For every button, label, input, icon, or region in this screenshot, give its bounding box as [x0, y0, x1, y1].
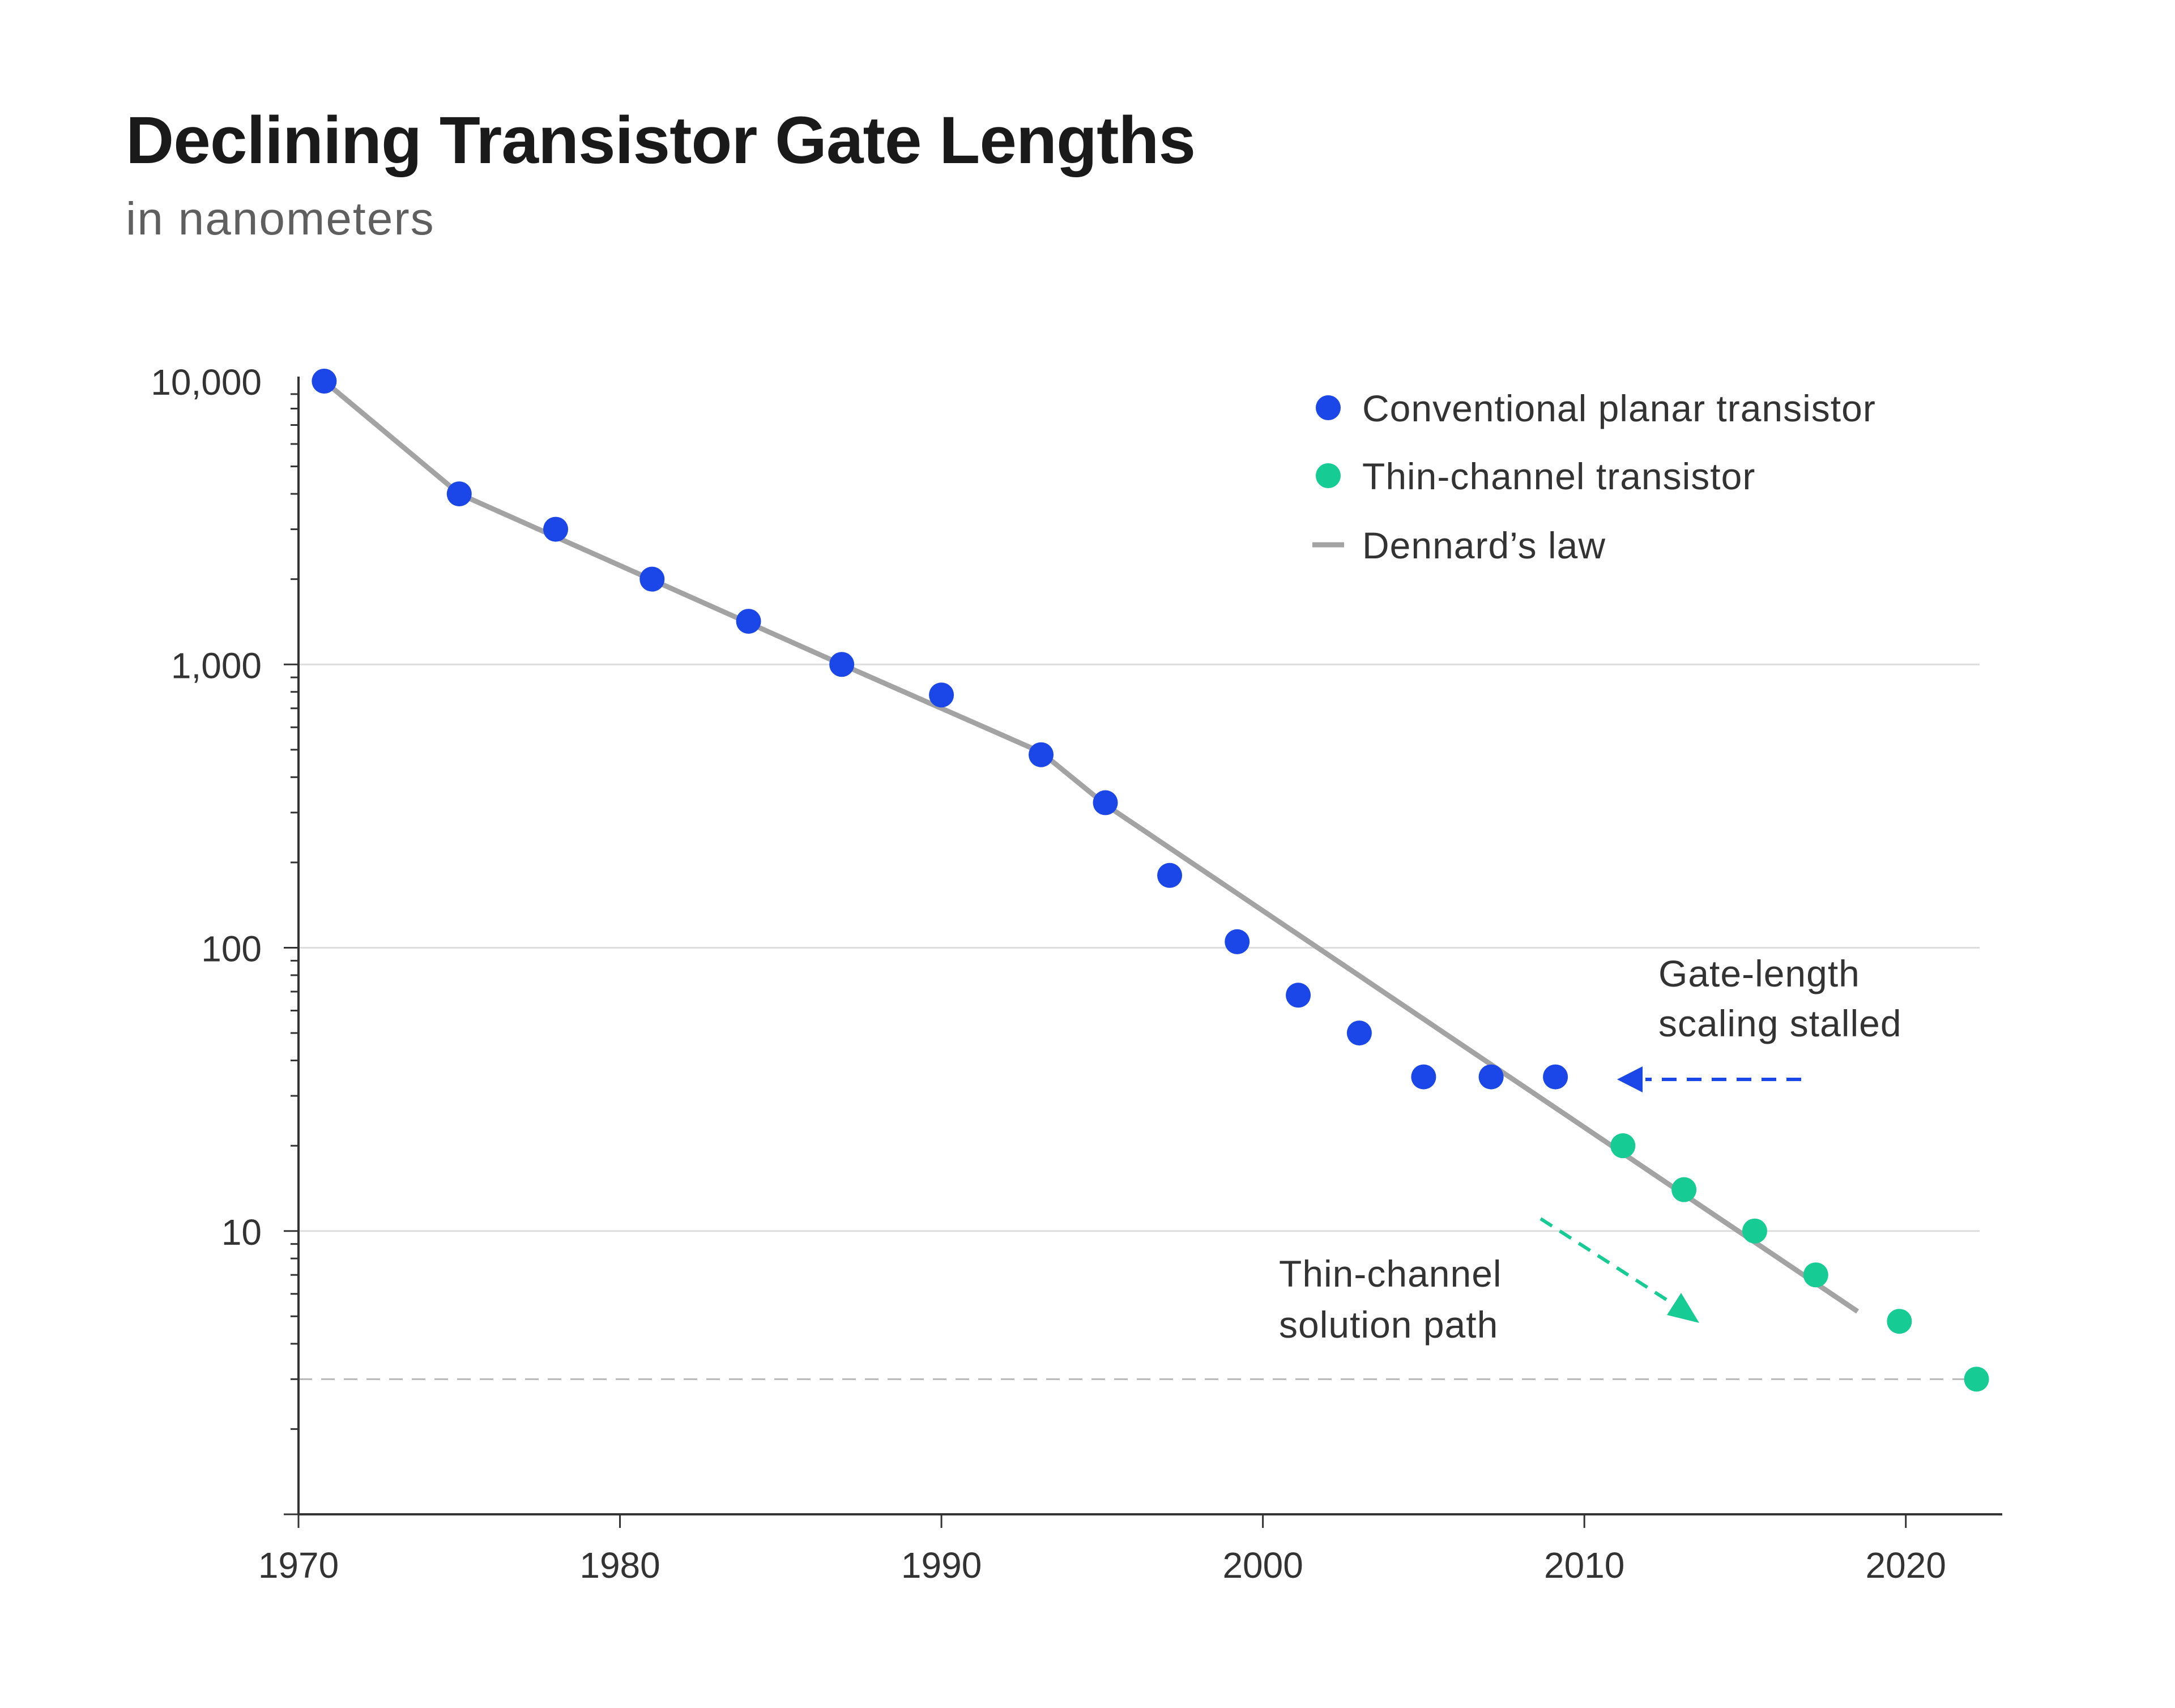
x-tick-label: 1970: [258, 1545, 339, 1586]
planar-transistor-point: [1225, 929, 1250, 954]
planar-transistor-point: [1411, 1064, 1436, 1090]
x-tick-label: 2020: [1866, 1545, 1946, 1586]
planar-transistor-point: [1029, 742, 1054, 767]
thin-channel-point: [1803, 1262, 1828, 1288]
y-tick-label: 10,000: [151, 362, 262, 403]
planar-transistor-point: [829, 652, 855, 677]
y-tick-label: 100: [201, 929, 262, 970]
thin-channel-point: [1964, 1367, 1989, 1392]
thin-channel-point: [1610, 1133, 1636, 1159]
planar-transistor-point: [312, 369, 337, 394]
thin-channel-point: [1671, 1177, 1697, 1202]
thin-channel-point: [1742, 1218, 1767, 1244]
planar-transistor-point: [1346, 1020, 1372, 1046]
planar-transistor-point: [639, 566, 665, 592]
x-tick-label: 1990: [901, 1545, 982, 1586]
annotation-stalled-line2: scaling stalled: [1658, 1002, 1902, 1044]
thin-channel-point: [1887, 1309, 1912, 1334]
annotations: Gate-length scaling stalled Thin-channel so…: [1279, 953, 1902, 1346]
dennard-law-line: [322, 379, 1860, 1314]
stalled-arrowhead: [1617, 1066, 1643, 1092]
annotation-thin-line2: solution path: [1279, 1304, 1498, 1346]
chart-subtitle: in nanometers: [126, 193, 435, 245]
thin-arrowhead: [1667, 1293, 1699, 1323]
planar-transistor-point: [929, 682, 954, 708]
gridlines: [298, 663, 1980, 1232]
planar-transistor-point: [1093, 790, 1118, 815]
legend-label-1: Thin-channel transistor: [1362, 455, 1755, 497]
y-tick-label: 10: [221, 1212, 262, 1253]
planar-transistor-point: [1157, 862, 1183, 888]
planar-transistor-point: [446, 481, 472, 507]
legend-label-0: Conventional planar transistor: [1362, 387, 1876, 429]
legend-marker-0: [1316, 395, 1341, 420]
legend: Conventional planar transistor Thin-chann…: [1312, 387, 1876, 566]
x-tick-label: 2010: [1544, 1545, 1624, 1586]
y-tick-label: 1,000: [171, 645, 262, 686]
planar-transistor-point: [1478, 1064, 1504, 1090]
planar-transistor-point: [736, 609, 761, 634]
legend-label-2: Dennard’s law: [1362, 524, 1606, 566]
data-points: [312, 369, 1989, 1392]
annotation-thin-line1: Thin-channel: [1279, 1253, 1502, 1295]
planar-transistor-point: [543, 516, 569, 542]
chart-title: Declining Transistor Gate Lengths: [126, 103, 1196, 178]
axes: 10 100 1,000 10,000 1970 1980 1990 2000 2010 2020: [151, 362, 2002, 1586]
dennard-line: [322, 379, 1860, 1314]
x-tick-label: 2000: [1222, 1545, 1303, 1586]
legend-marker-1: [1316, 463, 1341, 488]
thin-arrow-shaft: [1539, 1217, 1672, 1304]
planar-transistor-point: [1543, 1064, 1568, 1090]
x-tick-label: 1980: [579, 1545, 660, 1586]
planar-transistor-point: [1286, 983, 1311, 1008]
annotation-stalled-line1: Gate-length: [1658, 953, 1860, 994]
